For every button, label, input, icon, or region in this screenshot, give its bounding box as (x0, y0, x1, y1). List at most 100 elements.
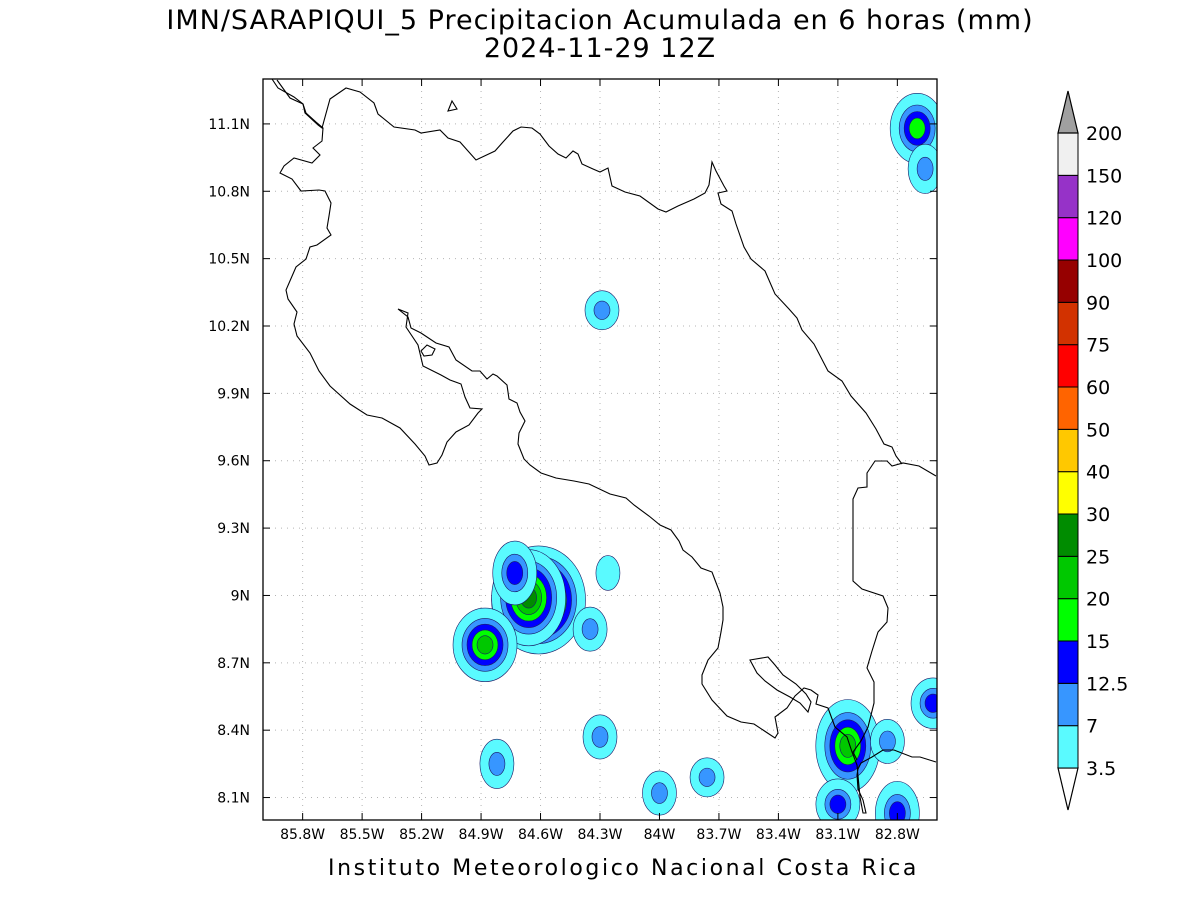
precip-contour (916, 156, 934, 181)
precip-cell (875, 781, 920, 820)
colorbar-over-triangle (1057, 90, 1079, 134)
coastline-nicaragua-border (276, 79, 903, 465)
precip-cell (910, 677, 937, 729)
colorbar-segment (1057, 217, 1079, 261)
precip-contour (651, 782, 668, 804)
colorbar-segment (1057, 513, 1079, 557)
x-tick-label: 85.5W (340, 827, 385, 843)
precip-cell (584, 290, 620, 331)
precip-cell (642, 770, 677, 816)
colorbar-segment (1057, 471, 1079, 515)
precip-cell (870, 719, 905, 764)
colorbar-label: 20 (1086, 589, 1110, 611)
colorbar-segment (1057, 640, 1079, 684)
coastline (271, 79, 937, 814)
coastline-osa-peninsula (749, 656, 812, 714)
colorbar-segment (1057, 725, 1079, 769)
colorbar-label: 60 (1086, 377, 1110, 399)
precip-cell (907, 143, 937, 194)
y-tick-label: 10.8N (208, 184, 250, 200)
precip-contour (889, 801, 906, 820)
x-tick-label: 84.6W (518, 827, 563, 843)
gulf-island (420, 344, 436, 357)
y-tick-label: 9.6N (217, 454, 250, 470)
y-tick-label: 9.3N (217, 521, 250, 537)
precip-contour (595, 555, 621, 591)
x-tick-label: 84.3W (577, 827, 622, 843)
y-tick-label: 10.5N (208, 252, 250, 268)
coastline-pacific (271, 79, 937, 814)
colorbar-label: 12.5 (1086, 673, 1128, 695)
x-axis-ticks: 85.8W 85.5W 85.2W 84.9W 84.6W 84.3W 84W 83.7W 83… (280, 79, 920, 843)
precip-cell (689, 757, 725, 798)
precip-cell (572, 606, 608, 652)
colorbar-label: 7 (1086, 716, 1098, 738)
x-tick-label: 84.9W (459, 827, 504, 843)
footer-credit: Instituto Meteorologico Nacional Costa R… (328, 856, 919, 881)
precip-cell (479, 738, 515, 789)
x-tick-label: 85.2W (399, 827, 444, 843)
y-tick-label: 8.4N (217, 723, 250, 739)
colorbar-label: 100 (1086, 250, 1122, 272)
y-tick-label: 8.1N (217, 791, 250, 807)
colorbar-under-triangle (1057, 767, 1079, 811)
y-tick-label: 8.7N (217, 656, 250, 672)
precip-contour (488, 751, 506, 776)
colorbar-label: 40 (1086, 462, 1110, 484)
precip-contour (506, 561, 524, 585)
colorbar-segment (1057, 301, 1079, 346)
colorbar-segment (1057, 132, 1079, 176)
lake-nicaragua-island (447, 99, 458, 112)
colorbar: 3.5 7 12.5 15 20 25 30 40 50 60 75 90 100 120 150 200 (1057, 90, 1128, 811)
precip-contour (591, 726, 609, 748)
colorbar-segment (1057, 259, 1079, 303)
x-tick-label: 83.1W (815, 827, 860, 843)
x-tick-label: 83.7W (696, 827, 741, 843)
colorbar-segment (1057, 344, 1079, 388)
colorbar-label: 90 (1086, 292, 1110, 314)
map-title: IMN/SARAPIQUI_5 Precipitacion Acumulada … (166, 5, 1034, 36)
y-tick-label: 10.2N (208, 319, 250, 335)
precip-cell (582, 714, 618, 760)
precip-contour (476, 635, 494, 655)
precip-cell (492, 540, 538, 606)
precip-contour (908, 117, 926, 140)
colorbar-label: 150 (1086, 165, 1122, 187)
colorbar-label: 50 (1086, 419, 1110, 441)
colorbar-segment (1057, 682, 1079, 727)
precip-contour (829, 794, 847, 814)
precip-cell (595, 555, 621, 591)
precip-contour (879, 730, 896, 753)
precip-cell (815, 699, 881, 793)
precipitation-field (452, 93, 937, 820)
x-tick-label: 85.8W (280, 827, 325, 843)
x-tick-label: 83.4W (756, 827, 801, 843)
colorbar-segment (1057, 428, 1079, 473)
colorbar-label: 15 (1086, 631, 1110, 653)
colorbar-label: 25 (1086, 546, 1110, 568)
colorbar-segment (1057, 386, 1079, 430)
colorbar-segment (1057, 555, 1079, 600)
precip-contour (698, 767, 716, 787)
x-tick-label: 84W (644, 827, 676, 843)
precip-contour (924, 693, 937, 713)
precip-contour (581, 618, 599, 640)
y-tick-label: 11.1N (208, 117, 250, 133)
colorbar-label: 30 (1086, 504, 1110, 526)
y-tick-label: 9N (231, 588, 250, 604)
colorbar-segment (1057, 598, 1079, 642)
colorbar-label: 3.5 (1086, 758, 1116, 780)
precip-cell (452, 607, 518, 682)
x-tick-label: 82.8W (875, 827, 920, 843)
precip-contour (593, 300, 611, 320)
precip-cell (815, 778, 861, 820)
map-subtitle: 2024-11-29 12Z (483, 33, 717, 64)
y-axis-ticks: 8.1N 8.4N 8.7N 9N 9.3N 9.6N 9.9N 10.2N 10.5N 10.8… (208, 117, 937, 807)
colorbar-label: 200 (1086, 123, 1122, 145)
colorbar-segment (1057, 174, 1079, 219)
colorbar-label: 120 (1086, 208, 1122, 230)
colorbar-label: 75 (1086, 335, 1110, 357)
y-tick-label: 9.9N (217, 386, 250, 402)
coastline-panama-border (852, 460, 937, 761)
